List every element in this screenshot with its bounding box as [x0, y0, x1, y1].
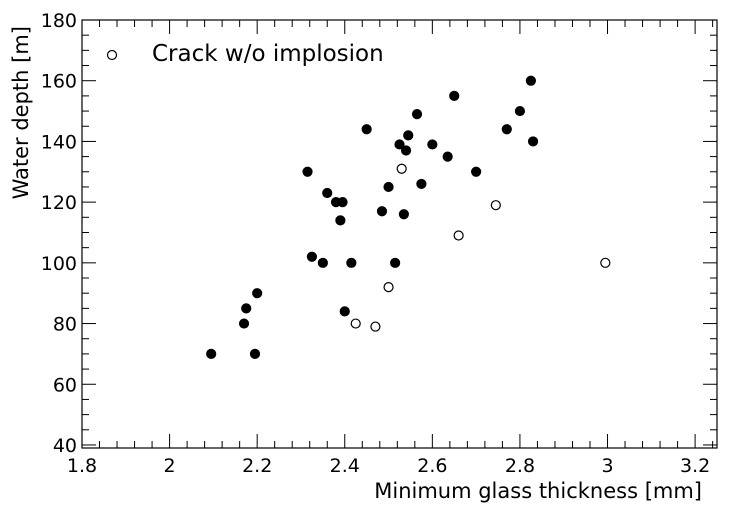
data-point-open — [396, 163, 407, 174]
y-tick-label: 140 — [41, 131, 77, 153]
data-point-open — [490, 200, 501, 211]
data-point-filled — [317, 257, 328, 268]
data-point-filled — [514, 105, 526, 117]
data-point-open — [383, 282, 394, 293]
x-tick-label: 2.2 — [242, 455, 272, 477]
legend: Crack w/o implosion — [106, 41, 384, 67]
data-point-filled — [394, 139, 405, 150]
data-point-filled — [403, 130, 414, 141]
x-tick-label: 2 — [164, 455, 176, 477]
data-point-filled — [335, 215, 346, 226]
x-tick-label: 2.6 — [417, 455, 447, 477]
data-point-open — [350, 318, 361, 329]
data-point-filled — [449, 90, 460, 101]
y-tick-label: 160 — [41, 71, 77, 93]
plot-area-border — [81, 19, 718, 449]
x-tick-label: 2.4 — [330, 455, 360, 477]
data-point-open — [600, 257, 611, 268]
data-point-filled — [400, 145, 412, 156]
data-point-filled — [416, 178, 427, 190]
data-point-filled — [252, 288, 263, 299]
data-point-filled — [376, 206, 388, 217]
plot-frame — [81, 19, 718, 449]
y-tick-label: 180 — [41, 10, 77, 32]
data-point-filled — [346, 257, 357, 268]
data-point-filled — [322, 187, 333, 199]
data-point-filled — [361, 124, 372, 135]
data-point-filled — [471, 166, 482, 177]
data-point-filled — [238, 318, 250, 329]
y-tick-label: 60 — [53, 374, 77, 396]
y-axis-ticks: 40 60 80 100 120 140 160 180 — [41, 10, 717, 457]
data-point-filled — [383, 181, 394, 193]
data-point-filled — [390, 257, 401, 268]
data-point-open — [453, 230, 464, 241]
data-point-filled — [339, 306, 350, 317]
legend-label-crack: Crack w/o implosion — [152, 41, 384, 67]
data-point-filled — [206, 348, 217, 360]
data-point-filled — [337, 197, 348, 208]
x-axis-ticks: 1.8 2 2.2 2.4 2.6 2.8 3 3.2 — [67, 20, 714, 477]
data-point-filled — [525, 75, 536, 86]
data-point-filled — [442, 151, 453, 162]
data-point-open — [370, 321, 381, 332]
y-tick-label: 40 — [53, 435, 77, 457]
legend-open-circle-marker — [106, 49, 118, 61]
y-axis-label: Water depth [m] — [9, 26, 33, 199]
x-tick-label: 3 — [601, 455, 613, 477]
data-point-filled — [241, 303, 252, 314]
x-tick-label: 1.8 — [67, 455, 97, 477]
data-points — [206, 75, 611, 360]
y-tick-label: 80 — [53, 314, 77, 336]
data-point-filled — [398, 209, 409, 220]
data-point-filled — [411, 108, 423, 120]
x-tick-label: 2.8 — [505, 455, 535, 477]
data-point-filled — [302, 166, 313, 177]
data-point-filled — [427, 139, 438, 150]
data-point-filled — [249, 348, 261, 360]
data-point-filled — [306, 251, 318, 262]
data-point-filled — [527, 136, 539, 147]
x-axis-label: Minimum glass thickness [mm] — [374, 479, 702, 503]
data-point-filled — [501, 124, 512, 135]
y-tick-label: 120 — [41, 192, 77, 214]
x-tick-label: 3.2 — [680, 455, 710, 477]
y-tick-label: 100 — [41, 253, 77, 275]
